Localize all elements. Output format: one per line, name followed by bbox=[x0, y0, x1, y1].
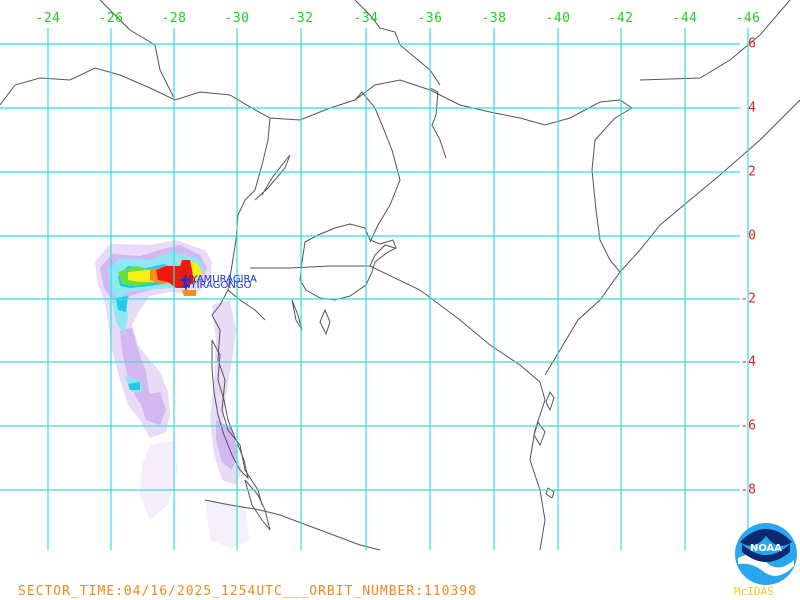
lon-label-1: -24 bbox=[35, 11, 61, 26]
lat-label-1: 6 bbox=[748, 36, 756, 52]
volcano-label-nyamuragira: NYAMURAGIRA bbox=[184, 274, 257, 285]
volcano-markers bbox=[180, 276, 190, 290]
lon-label-9: -40 bbox=[545, 11, 571, 26]
lon-label-7: -36 bbox=[417, 11, 443, 26]
lon-label-10: -42 bbox=[608, 11, 634, 26]
lat-label-4: 0 bbox=[748, 228, 756, 244]
footer-sector-info: SECTOR_TIME:04/16/2025_1254UTC___ORBIT_N… bbox=[18, 584, 477, 599]
lon-label-12: -46 bbox=[735, 11, 761, 26]
plume bbox=[95, 240, 250, 548]
lat-label-7: -6 bbox=[740, 418, 756, 434]
noaa-logo-icon: NOAA bbox=[735, 523, 797, 585]
noaa-logo-text: NOAA bbox=[750, 543, 782, 554]
lat-label-3: 2 bbox=[748, 164, 756, 180]
lat-label-5: -2 bbox=[740, 291, 756, 307]
lon-label-6: -34 bbox=[353, 11, 379, 26]
volcano-label-nyiragongo: NYIRAGONGO bbox=[183, 280, 252, 291]
brand-label: McIDAS bbox=[734, 585, 774, 598]
lon-label-4: -30 bbox=[224, 11, 250, 26]
lat-lon-grid bbox=[0, 28, 749, 550]
lat-label-6: -4 bbox=[740, 354, 756, 370]
lon-label-2: -26 bbox=[98, 11, 124, 26]
lat-label-2: 4 bbox=[748, 100, 756, 116]
lat-label-8: -8 bbox=[740, 482, 756, 498]
lon-label-11: -44 bbox=[672, 11, 698, 26]
country-borders bbox=[0, 0, 800, 551]
lon-label-5: -32 bbox=[288, 11, 314, 26]
lon-label-3: -28 bbox=[161, 11, 187, 26]
lon-label-8: -38 bbox=[481, 11, 507, 26]
